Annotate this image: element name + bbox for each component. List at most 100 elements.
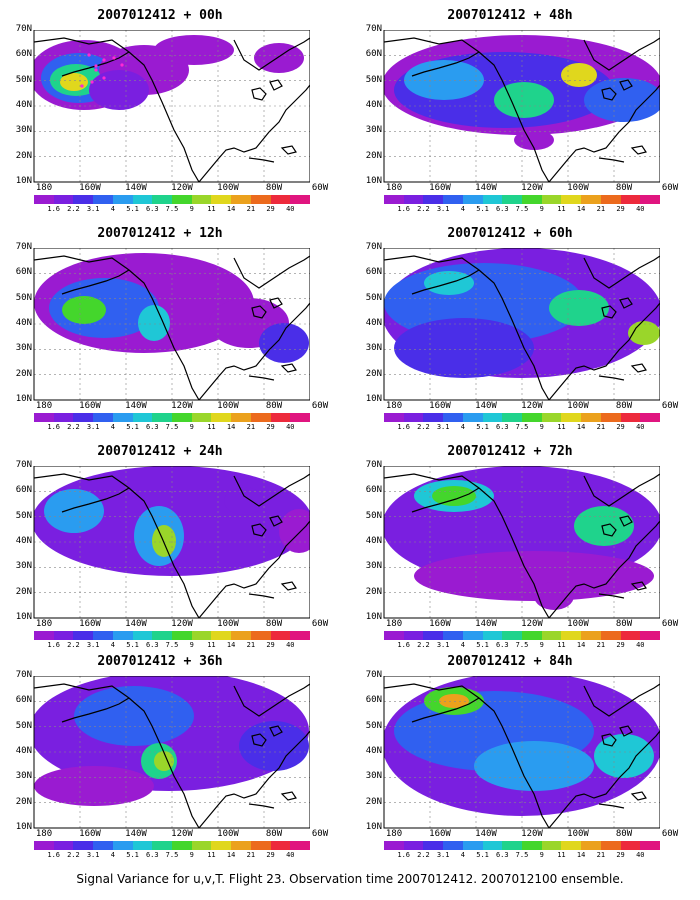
colorbar-labels: 1.6 2.2 3.1 4 5.1 6.3 7.5 9 11 14 21 29 40 xyxy=(34,641,310,649)
lat-label: 20N xyxy=(15,586,32,597)
colorbar-tick-label: 5.1 xyxy=(476,423,489,431)
lat-label: 10N xyxy=(365,176,382,186)
colorbar-tick-label: 2.2 xyxy=(67,641,80,649)
colorbar-swatch xyxy=(172,841,192,850)
colorbar-swatch xyxy=(112,413,133,422)
lat-label: 20N xyxy=(15,368,32,379)
colorbar-swatch xyxy=(172,195,192,204)
map-canvas xyxy=(383,466,660,619)
colorbar-swatch xyxy=(270,195,291,204)
colorbar-tick-label: 29 xyxy=(616,851,625,859)
coastline xyxy=(619,725,633,737)
coastline xyxy=(251,87,267,101)
colorbar-swatch xyxy=(172,631,192,640)
lat-label: 60N xyxy=(15,485,32,496)
lon-label: 60W xyxy=(311,401,329,411)
colorbar-swatch xyxy=(502,195,523,204)
colorbar-swatch xyxy=(231,841,251,850)
colorbar-tick-label: 40 xyxy=(286,851,295,859)
colorbar-swatch xyxy=(191,631,212,640)
lon-label: 160W xyxy=(429,619,451,629)
colorbar-tick-label: 3.1 xyxy=(86,423,100,431)
coastline xyxy=(384,683,550,828)
lon-label: 80W xyxy=(265,183,283,193)
lat-label: 60N xyxy=(15,267,32,278)
map-canvas xyxy=(33,676,310,829)
colorbar-tick-label: 11 xyxy=(207,851,216,859)
map-frame xyxy=(33,466,310,619)
colorbar-tick-label: 14 xyxy=(576,641,586,649)
map-frame xyxy=(383,676,660,829)
colorbar-swatch xyxy=(34,413,54,422)
colorbar-swatch xyxy=(600,631,621,640)
lat-label: 40N xyxy=(15,746,32,756)
colorbar-tick-label: 21 xyxy=(246,851,256,859)
map-canvas xyxy=(33,248,310,401)
coastline xyxy=(548,302,660,400)
lat-label: 40N xyxy=(365,100,382,110)
colorbar-tick-label: 3.1 xyxy=(86,851,100,859)
variance-contour xyxy=(549,290,609,326)
colorbar-tick-label: 21 xyxy=(596,641,606,649)
colorbar-swatch xyxy=(462,413,483,422)
lat-label: 30N xyxy=(365,771,382,782)
lat-label: 70N xyxy=(365,670,382,680)
coastline xyxy=(280,581,297,591)
colorbar-swatch xyxy=(403,631,424,640)
colorbar-tick-label: 3.1 xyxy=(86,641,100,649)
colorbar-swatch xyxy=(640,631,661,640)
colorbar-tick-label: 4 xyxy=(460,205,465,213)
colorbar-tick-label: 2.2 xyxy=(67,205,80,213)
variance-contour xyxy=(138,305,170,341)
lat-label: 50N xyxy=(15,720,32,731)
colorbar-tick-label: 7.5 xyxy=(165,851,179,859)
colorbar-tick-label: 29 xyxy=(266,851,275,859)
lon-label: 80W xyxy=(265,619,283,629)
coastline xyxy=(619,515,633,527)
colorbar-tick-label: 4 xyxy=(110,423,115,431)
lon-label: 100W xyxy=(217,619,239,629)
colorbar-swatch xyxy=(191,841,212,850)
colorbar-swatch xyxy=(522,413,542,422)
variance-contour xyxy=(34,766,154,806)
coastline xyxy=(198,520,310,618)
colorbar-tick-label: 21 xyxy=(596,851,606,859)
lat-label: 70N xyxy=(365,242,382,252)
coastline xyxy=(61,697,130,723)
colorbar xyxy=(34,413,311,422)
variance-contour xyxy=(154,35,234,65)
coastline xyxy=(630,145,647,155)
colorbar-tick-label: 29 xyxy=(266,641,275,649)
lat-label: 60N xyxy=(365,695,382,706)
lat-label: 30N xyxy=(15,561,32,572)
lon-label: 140W xyxy=(125,183,147,193)
lon-label: 160W xyxy=(79,829,101,839)
colorbar-tick-label: 7.5 xyxy=(165,641,179,649)
lat-label: 30N xyxy=(365,125,382,136)
lat-label: 70N xyxy=(15,670,32,680)
colorbar xyxy=(384,841,661,850)
variance-contour xyxy=(152,525,176,557)
colorbar-tick-label: 11 xyxy=(207,423,216,431)
lat-label: 50N xyxy=(15,292,32,303)
lon-label: 100W xyxy=(217,401,239,411)
colorbar-labels: 1.6 2.2 3.1 4 5.1 6.3 7.5 9 11 14 21 29 40 xyxy=(34,851,310,859)
colorbar-swatch xyxy=(502,841,523,850)
variance-contour xyxy=(534,582,574,610)
colorbar-swatch xyxy=(53,841,74,850)
lat-label: 30N xyxy=(365,561,382,572)
colorbar-swatch xyxy=(384,413,404,422)
lat-label: 20N xyxy=(365,368,382,379)
colorbar-swatch xyxy=(290,631,311,640)
panel-title: 2007012412 + 12h xyxy=(97,226,223,241)
lon-label: 180 xyxy=(385,829,403,839)
coastline xyxy=(34,37,200,182)
colorbar-tick-label: 3.1 xyxy=(436,205,450,213)
map-frame xyxy=(33,676,310,829)
lat-label: 10N xyxy=(365,822,382,832)
colorbar-swatch xyxy=(231,631,251,640)
variance-contour xyxy=(439,694,469,708)
colorbar xyxy=(384,413,661,422)
colorbar-swatch xyxy=(93,841,113,850)
colorbar-swatch xyxy=(191,413,212,422)
